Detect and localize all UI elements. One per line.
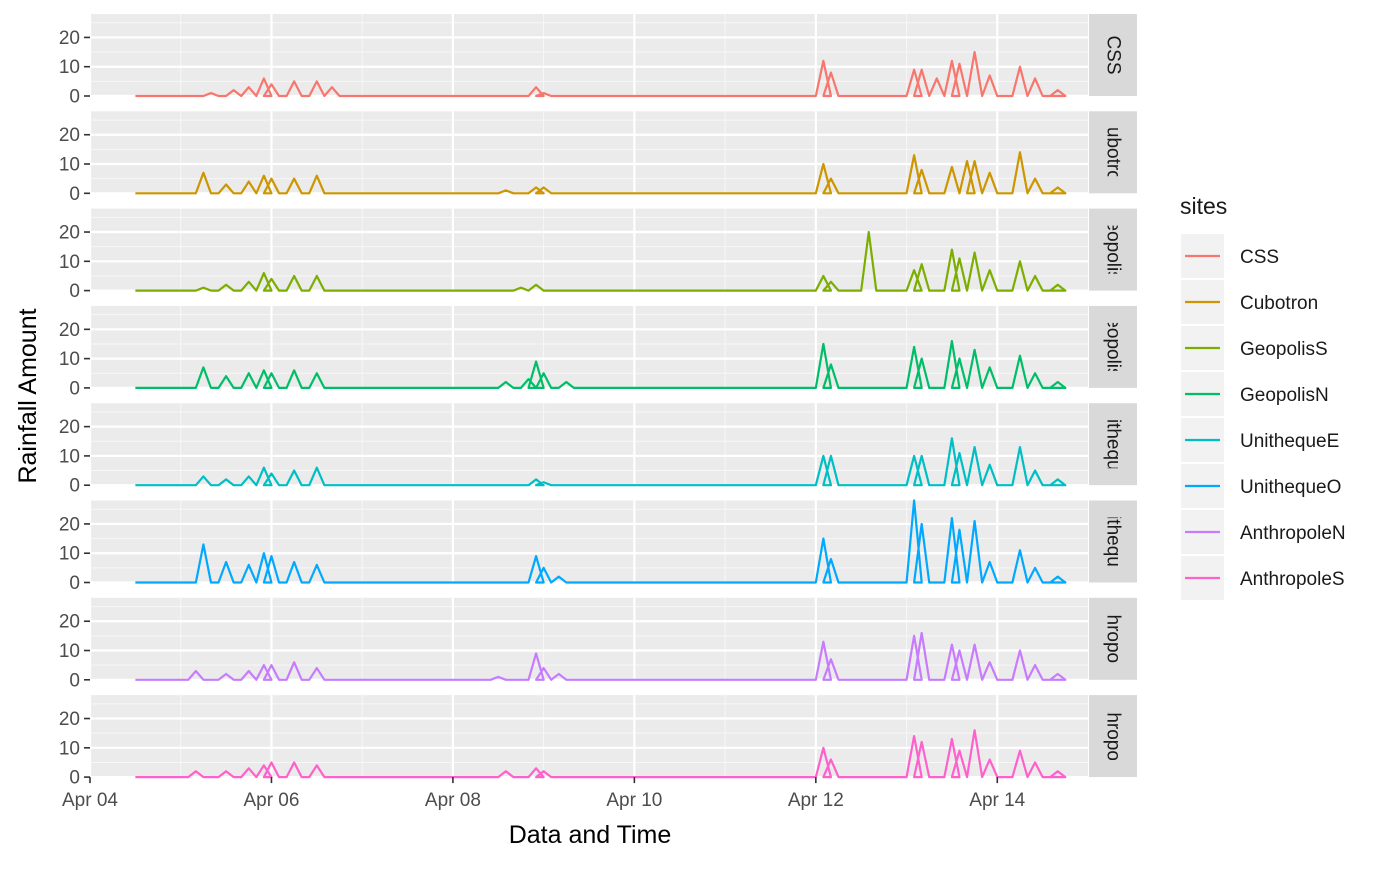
x-tick-label: Apr 10 [606, 790, 662, 811]
facet-strip-label: GeopolisN [1103, 303, 1124, 392]
y-tick-label: 20 [59, 417, 80, 438]
y-tick-label: 20 [59, 612, 80, 633]
y-tick-label: 0 [69, 87, 80, 108]
facet-strip-label: CSS [1103, 35, 1124, 74]
panel-background [90, 695, 1088, 778]
x-axis-title: Data and Time [509, 821, 672, 849]
y-tick-label: 10 [59, 446, 80, 467]
y-tick-label: 0 [69, 281, 80, 302]
series-line [135, 339, 1067, 389]
facet-strip-label: AnthropoleN [1103, 586, 1124, 692]
facet-strip [1089, 695, 1137, 778]
facet-strip-label: AnthropoleS [1103, 684, 1124, 789]
facet-strip-label: GeopolisS [1103, 206, 1124, 294]
legend-label: GeopolisS [1240, 339, 1328, 360]
legend-label: UnithequeO [1240, 477, 1341, 498]
facet-strip-label: Cubotron [1103, 113, 1124, 191]
y-tick-label: 0 [69, 573, 80, 594]
facet-strip-label: UnithequeO [1103, 491, 1124, 592]
y-tick-label: 10 [59, 544, 80, 565]
legend-item: GeopolisS [1181, 326, 1328, 370]
facet-panel: 0 10 20 AnthropoleN [59, 586, 1137, 692]
legend-label: CSS [1240, 247, 1279, 268]
y-tick-label: 0 [69, 768, 80, 789]
legend-item: CSS [1181, 234, 1279, 278]
panel-background [90, 305, 1088, 388]
facet-panel: 0 10 20 GeopolisN [59, 303, 1137, 399]
panel-background [90, 500, 1088, 583]
y-tick-label: 20 [59, 223, 80, 244]
series-line [135, 230, 1067, 292]
facet-strip [1089, 111, 1137, 194]
panel-background [90, 14, 1088, 96]
facet-panel: 0 10 20 UnithequeE [59, 395, 1137, 497]
y-axis-title: Rainfall Amount [14, 308, 42, 483]
facet-panels: 0 10 20 CSS 0 10 20 Cubotron 0 10 20 GeopolisS 0 10 20… [59, 14, 1137, 789]
facet-panel: 0 10 20 GeopolisS [59, 206, 1137, 302]
series-line [135, 437, 1067, 487]
legend-item: GeopolisN [1181, 372, 1329, 416]
legend-item: UnithequeO [1181, 464, 1341, 508]
legend-label: Cubotron [1240, 293, 1318, 314]
y-tick-label: 20 [59, 28, 80, 49]
legend-title: sites [1180, 193, 1227, 219]
x-axis: Apr 04 Apr 06 Apr 08 Apr 10 Apr 12 Apr 14 [62, 777, 1026, 811]
legend-label: UnithequeE [1240, 431, 1339, 452]
facet-panel: 0 10 20 Cubotron [59, 111, 1137, 205]
panel-background [90, 597, 1088, 680]
panel-background [90, 403, 1088, 486]
y-tick-label: 20 [59, 709, 80, 730]
y-tick-label: 10 [59, 252, 80, 273]
panel-background [90, 111, 1088, 194]
y-tick-label: 20 [59, 514, 80, 535]
legend-item: AnthropoleN [1181, 510, 1346, 554]
y-tick-label: 0 [69, 184, 80, 205]
y-tick-label: 0 [69, 378, 80, 399]
facet-strip [1089, 305, 1137, 388]
facet-strip [1089, 597, 1137, 680]
y-tick-label: 10 [59, 155, 80, 176]
series-line [135, 151, 1067, 195]
legend-item: AnthropoleS [1181, 556, 1345, 600]
legend-item: UnithequeE [1181, 418, 1339, 462]
y-tick-label: 0 [69, 476, 80, 497]
facet-strip [1089, 500, 1137, 583]
y-tick-label: 10 [59, 57, 80, 78]
series-line [135, 499, 1067, 584]
facet-panel: 0 10 20 UnithequeO [59, 491, 1137, 594]
y-tick-label: 10 [59, 738, 80, 759]
y-tick-label: 0 [69, 670, 80, 691]
y-tick-label: 10 [59, 349, 80, 370]
facet-strip [1089, 403, 1137, 486]
legend-item: Cubotron [1181, 280, 1318, 324]
legend-label: AnthropoleN [1240, 523, 1346, 544]
legend: sites CSS Cubotron GeopolisS GeopolisN Unith… [1180, 193, 1346, 600]
panel-background [90, 208, 1088, 291]
facet-strip [1089, 14, 1137, 96]
facet-strip-label: UnithequeE [1103, 395, 1124, 494]
facet-panel: 0 10 20 AnthropoleS [59, 684, 1137, 789]
y-tick-label: 20 [59, 125, 80, 146]
y-tick-label: 20 [59, 320, 80, 341]
legend-label: GeopolisN [1240, 385, 1329, 406]
x-tick-label: Apr 12 [788, 790, 844, 811]
x-tick-label: Apr 14 [969, 790, 1025, 811]
legend-label: AnthropoleS [1240, 569, 1345, 590]
x-tick-label: Apr 08 [425, 790, 481, 811]
legend-items: CSS Cubotron GeopolisS GeopolisN UnithequeE U… [1181, 234, 1346, 600]
series-line [135, 631, 1067, 681]
y-tick-label: 10 [59, 641, 80, 662]
x-tick-label: Apr 04 [62, 790, 118, 811]
series-line [135, 50, 1067, 98]
x-tick-label: Apr 06 [243, 790, 299, 811]
facet-panel: 0 10 20 CSS [59, 14, 1137, 108]
facet-strip [1089, 208, 1137, 291]
